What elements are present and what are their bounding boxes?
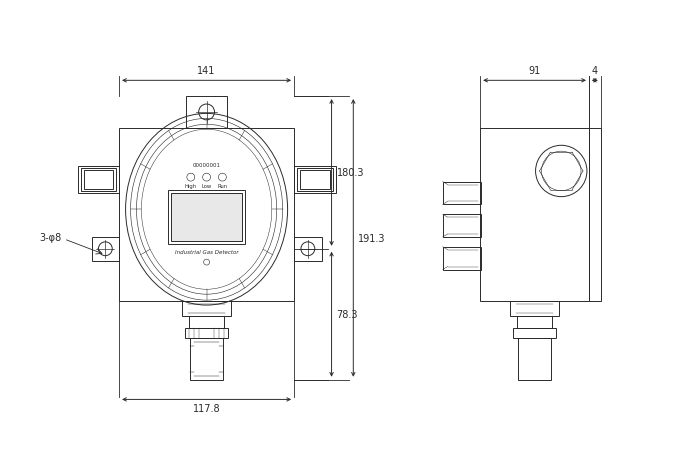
Bar [81,168,116,192]
Bar [510,301,559,317]
Bar [518,338,551,380]
Text: High: High [185,184,197,189]
Bar [443,182,481,205]
Bar [186,97,227,129]
Bar [185,329,228,338]
Text: Industrial Gas Detector: Industrial Gas Detector [175,250,239,255]
Text: 117.8: 117.8 [193,403,220,414]
Bar [190,338,223,380]
Bar [443,215,481,237]
Bar [182,301,231,317]
Text: 191.3: 191.3 [359,233,386,243]
Bar [297,168,332,192]
Bar [168,190,245,245]
Text: 141: 141 [197,66,216,76]
Text: 00000001: 00000001 [193,163,220,168]
Bar [589,129,601,301]
Bar [300,170,330,190]
Text: 91: 91 [528,66,541,76]
Text: 4: 4 [592,66,598,76]
Bar [481,129,589,301]
Bar [189,317,224,329]
Bar [513,329,556,338]
Bar [517,317,553,329]
Text: Low: Low [202,184,212,189]
Bar [443,247,481,270]
Bar [294,237,321,261]
Text: 3-φ8: 3-φ8 [40,232,62,242]
Bar [294,167,336,194]
Bar [84,170,113,190]
Bar [78,167,119,194]
Text: 78.3: 78.3 [336,309,358,319]
Text: Run: Run [217,184,227,189]
Text: 180.3: 180.3 [336,168,364,178]
Bar [171,194,242,242]
Bar [119,129,294,301]
Bar [92,237,119,261]
